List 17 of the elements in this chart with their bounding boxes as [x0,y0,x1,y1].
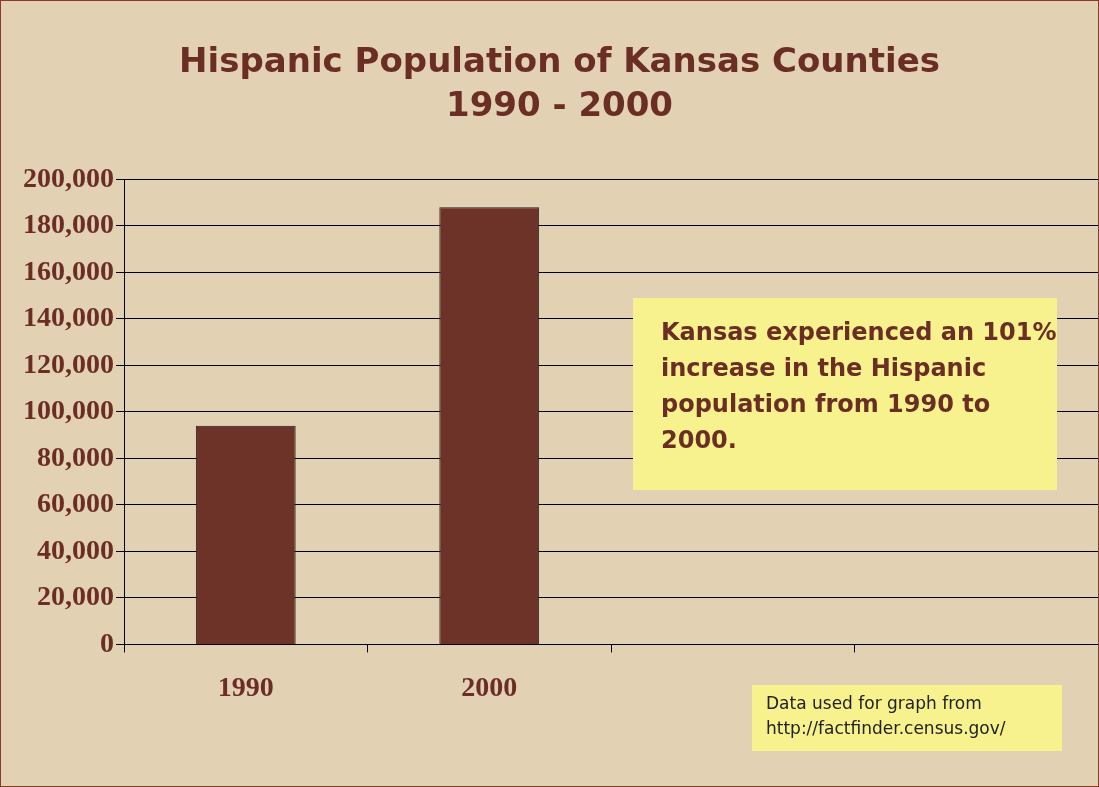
y-tick-label: 140,000 [23,301,114,333]
annotation: Kansas experienced an 101% increase in the Hispanic population from 1990 to 2000. [633,298,1057,490]
y-tick-label: 200,000 [23,161,114,193]
y-tick-label: 120,000 [23,347,114,379]
y-tick-label: 60,000 [37,487,114,519]
text: 1990 - 2000 [445,84,674,125]
y-tick-label: 20,000 [37,580,114,612]
y-tick-label: 160,000 [23,254,114,286]
x-tick-label: 2000 [461,671,518,703]
y-tick-label: 80,000 [37,440,114,472]
y-tick-label: 40,000 [37,533,114,565]
text: Data used for graph from http://factfinder.census.gov/ [752,685,1062,751]
y-tick-label: 0 [100,626,114,658]
y-tick-label: 100,000 [23,394,114,426]
x-tick-label: 1990 [217,671,274,703]
text: Hispanic Population of Kansas Counties [179,39,940,80]
y-tick-label: 180,000 [23,208,114,240]
